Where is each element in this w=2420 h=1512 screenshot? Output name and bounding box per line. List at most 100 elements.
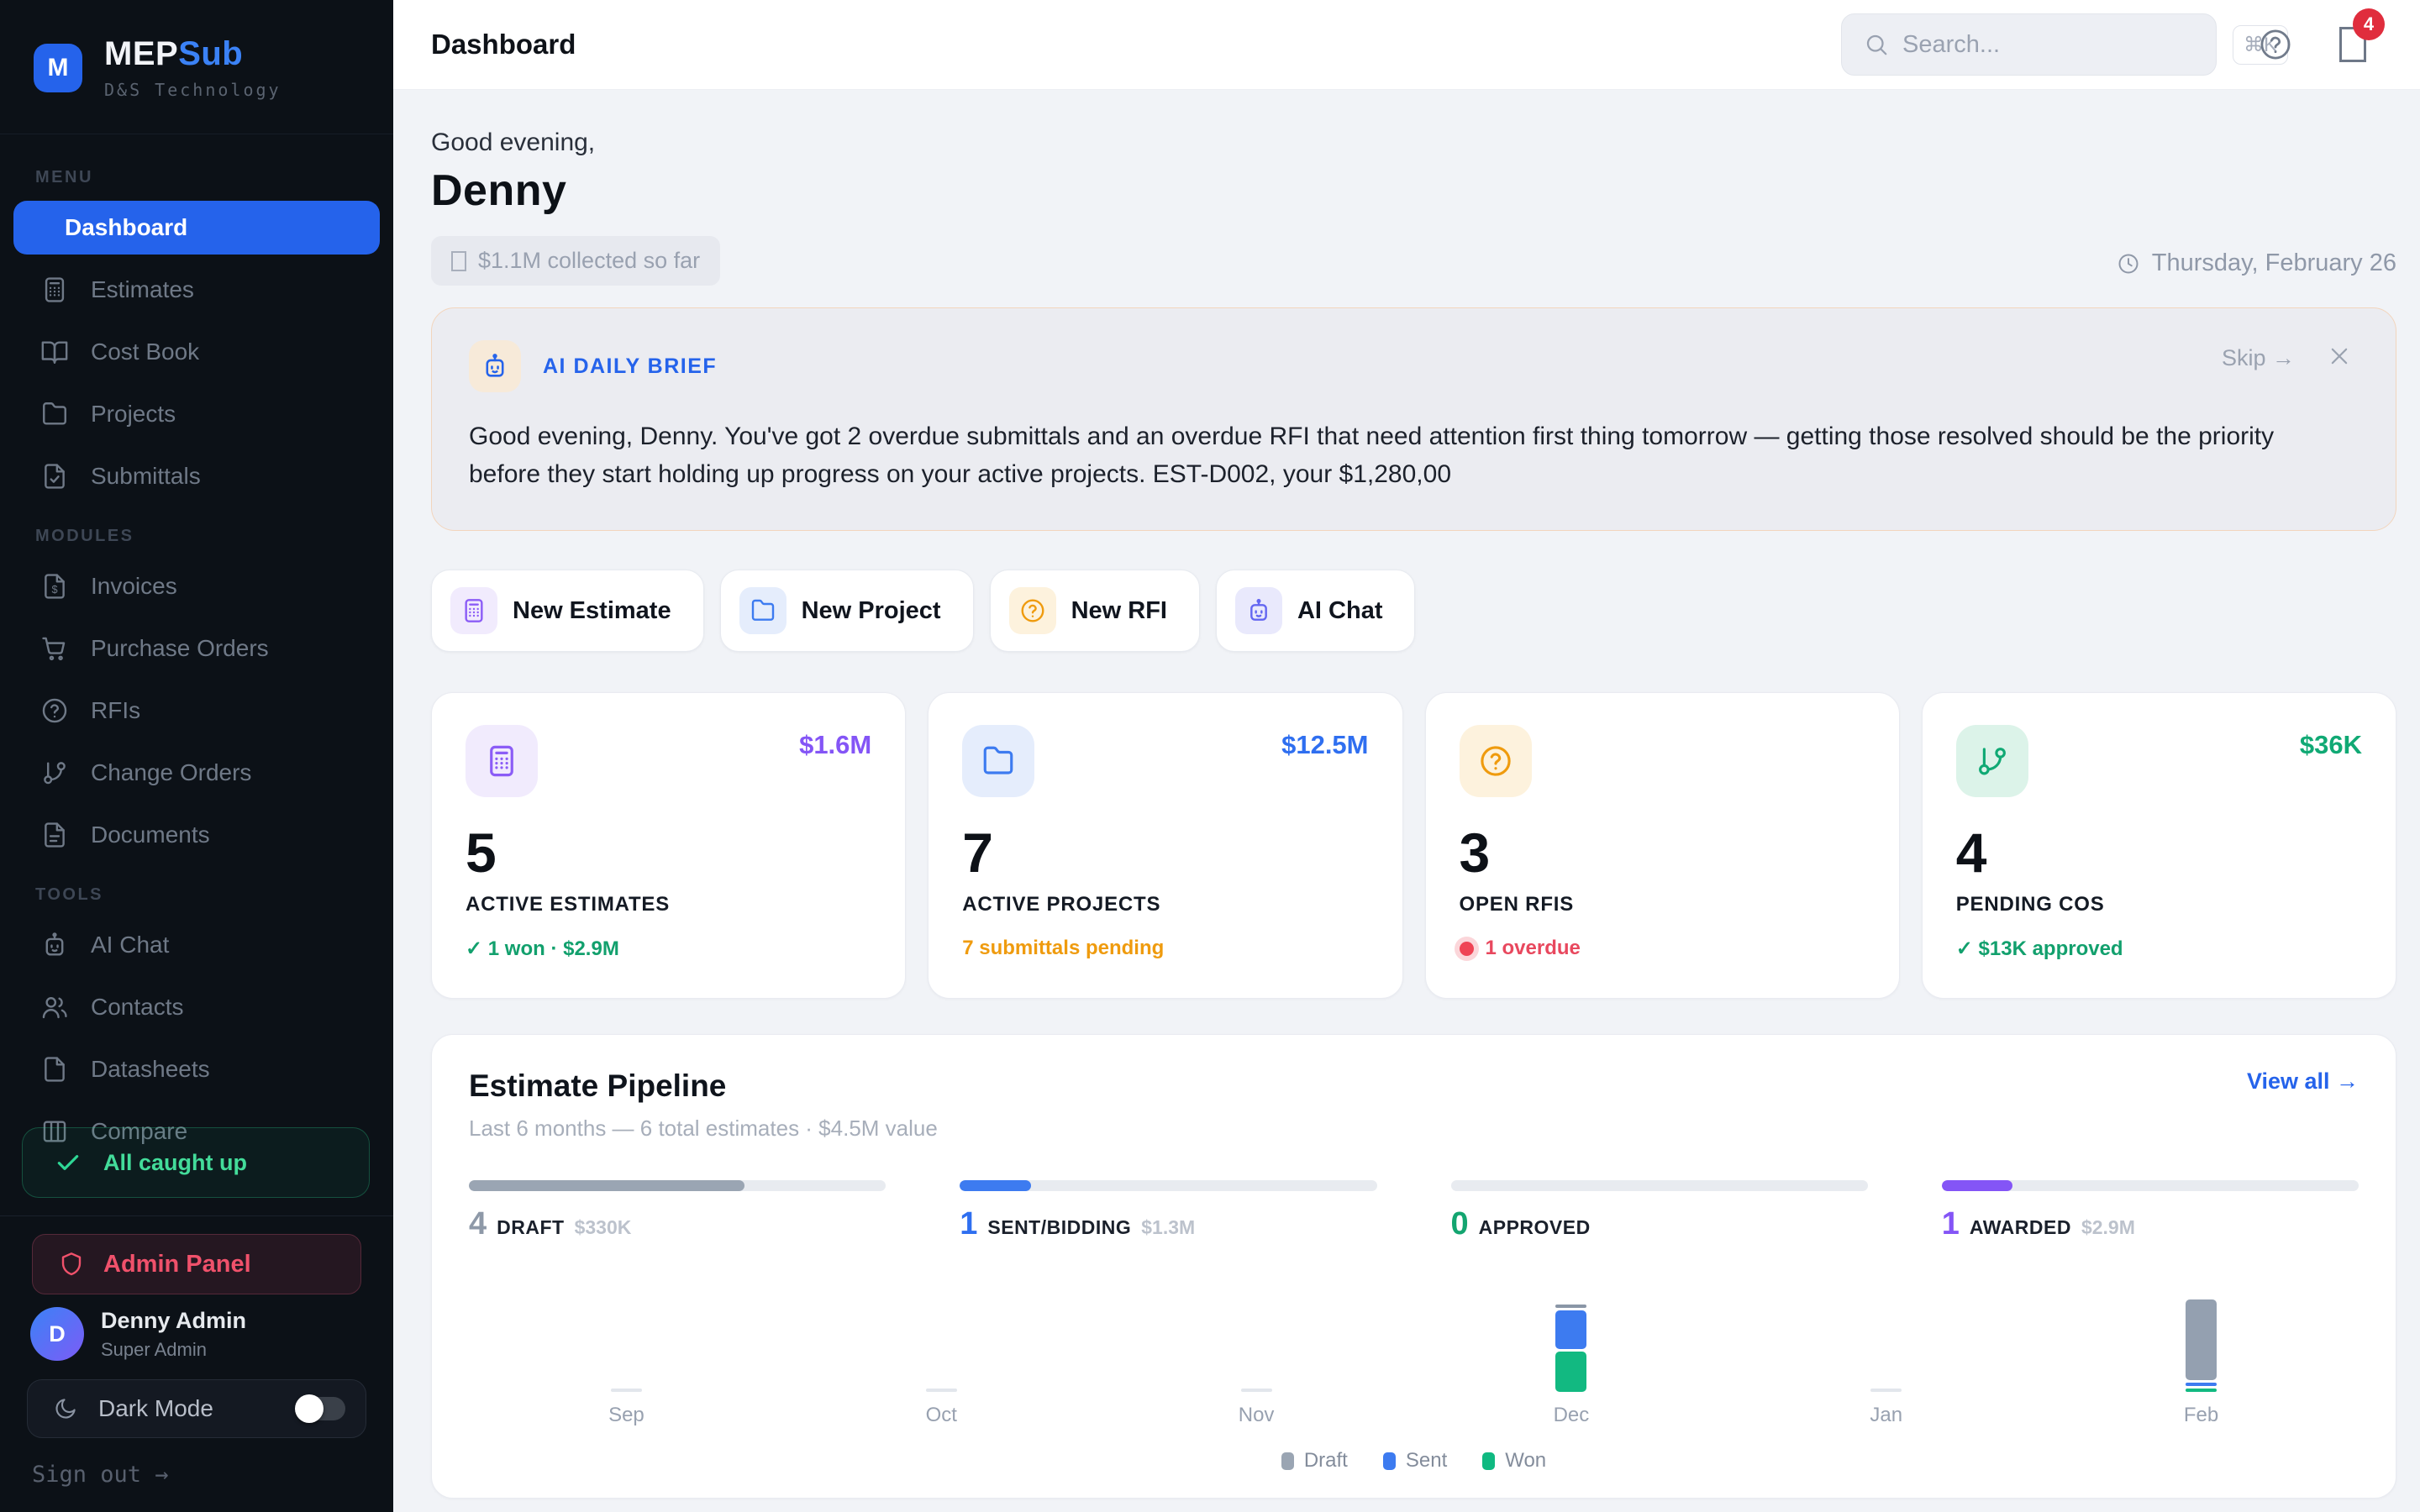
chart-column-feb: [2044, 1266, 2359, 1392]
stat-number: 3: [1459, 822, 1491, 884]
sidebar-item-estimates[interactable]: Estimates: [13, 263, 380, 317]
stat-card-active-projects[interactable]: $12.5M 7 ACTIVE PROJECTS 7 submittals pe…: [928, 692, 1403, 999]
chart-column-nov: [1099, 1266, 1414, 1392]
nav-section-menu: MENU: [35, 168, 93, 186]
sign-out-link[interactable]: Sign out →: [32, 1462, 169, 1488]
robot-icon: [486, 354, 504, 377]
sidebar-item-projects[interactable]: Projects: [13, 387, 380, 441]
notification-badge: 4: [2353, 8, 2385, 40]
legend-won: Won: [1482, 1449, 1546, 1473]
divider: [0, 1215, 393, 1216]
sidebar-item-submittals[interactable]: Submittals: [13, 449, 380, 503]
stat-value: $36K: [2299, 730, 2362, 759]
admin-panel-label: Admin Panel: [103, 1250, 251, 1278]
stat-cards: $1.6M 5 ACTIVE ESTIMATES ✓ 1 won · $2.9M…: [431, 692, 2396, 999]
stat-label: OPEN RFIS: [1459, 893, 1575, 916]
legend-sent: Sent: [1382, 1449, 1447, 1473]
admin-panel-button[interactable]: Admin Panel: [32, 1234, 361, 1294]
file-dollar-icon: $: [40, 572, 69, 601]
stat-subtext: 1 overdue: [1459, 937, 1865, 960]
legend-draft: Draft: [1281, 1449, 1348, 1473]
sidebar-item-datasheets[interactable]: Datasheets: [13, 1042, 380, 1096]
stat-label: PENDING COS: [1955, 893, 2105, 916]
help-circle-icon: [1459, 725, 1532, 797]
sidebar-item-cost-book[interactable]: Cost Book: [13, 325, 380, 379]
stage-bar: [960, 1180, 1031, 1191]
chart-column-oct: [784, 1266, 1099, 1392]
stage-bar: [469, 1180, 744, 1191]
stat-value: $1.6M: [799, 730, 872, 759]
brand-name: MEPSub: [104, 35, 244, 72]
chart-legend: Draft Sent Won: [469, 1449, 2359, 1473]
sidebar-item-compare[interactable]: Compare: [13, 1105, 380, 1158]
user-role: Super Admin: [101, 1338, 207, 1360]
dark-mode-toggle-row[interactable]: Dark Mode: [27, 1379, 366, 1438]
robot-icon: [40, 931, 69, 959]
all-caught-up-toast: All caught up: [22, 1127, 370, 1198]
brand-block: M MEPSub D&S Technology: [0, 0, 393, 100]
sidebar-item-documents[interactable]: Documents: [13, 808, 380, 862]
chart-column-sep: [469, 1266, 784, 1392]
brief-icon-tile: [469, 340, 521, 392]
user-name: Denny Admin: [101, 1307, 247, 1333]
brief-body: Good evening, Denny. You've got 2 overdu…: [469, 423, 2275, 488]
stage-awarded: 1 AWARDED $2.9M: [1941, 1180, 2359, 1242]
switch-knob: [295, 1394, 324, 1423]
sidebar-item-contacts[interactable]: Contacts: [13, 980, 380, 1034]
book-open-icon: [40, 338, 69, 366]
shopping-cart-icon: [40, 634, 69, 663]
brief-label: AI DAILY BRIEF: [543, 354, 718, 378]
sidebar-item-dashboard[interactable]: Dashboard: [13, 201, 380, 255]
sidebar-item-rfis[interactable]: RFIs: [13, 684, 380, 738]
stat-subtext: 7 submittals pending: [962, 937, 1165, 959]
check-icon: [57, 1155, 79, 1170]
shield-icon: [61, 1252, 82, 1276]
view-all-link[interactable]: View all →: [2246, 1068, 2359, 1094]
sidebar-item-ai-chat[interactable]: AI Chat: [13, 918, 380, 972]
stat-number: 4: [1955, 822, 1987, 884]
file-icon: [40, 1055, 69, 1084]
sidebar-item-purchase-orders[interactable]: Purchase Orders: [13, 622, 380, 675]
page-title: Dashboard: [431, 29, 576, 60]
quick-actions: New Estimate New Project New RFI AI Chat: [431, 570, 2396, 652]
search-box[interactable]: ⌘K: [1841, 13, 2289, 76]
columns-icon: [40, 1117, 69, 1146]
close-button[interactable]: [2327, 344, 2352, 369]
stat-card-pending-cos[interactable]: $36K 4 PENDING COS ✓ $13K approved: [1921, 692, 2396, 999]
help-circle-icon: [2260, 29, 2291, 60]
stat-label: ACTIVE ESTIMATES: [466, 893, 671, 916]
dark-mode-label: Dark Mode: [98, 1395, 213, 1421]
ai-chat-button[interactable]: AI Chat: [1215, 570, 1416, 652]
avatar: D: [30, 1307, 84, 1361]
stat-card-open-rfis[interactable]: 3 OPEN RFIS 1 overdue: [1424, 692, 1900, 999]
svg-text:$: $: [51, 583, 57, 596]
stage-sent-bidding: 1 SENT/BIDDING $1.3M: [960, 1180, 1377, 1242]
brand-subtitle: D&S Technology: [104, 80, 281, 100]
date-display: Thursday, February 26: [2117, 249, 2396, 286]
help-button[interactable]: [2257, 27, 2294, 62]
new-estimate-button[interactable]: New Estimate: [431, 570, 704, 652]
stat-subtext: ✓ 1 won · $2.9M: [466, 937, 619, 960]
skip-button[interactable]: Skip →: [2221, 345, 2295, 370]
nav-section-modules: MODULES: [35, 527, 134, 545]
search-input[interactable]: [1889, 30, 2233, 59]
dark-mode-switch[interactable]: [295, 1394, 345, 1423]
stat-card-active-estimates[interactable]: $1.6M 5 ACTIVE ESTIMATES ✓ 1 won · $2.9M: [431, 692, 907, 999]
notifications-button[interactable]: 4: [2334, 8, 2385, 62]
git-branch-icon: [40, 759, 69, 787]
sidebar: M MEPSub D&S Technology MENU Dashboard E…: [0, 0, 393, 1512]
users-icon: [40, 993, 69, 1021]
overdue-dot: [1459, 941, 1474, 956]
new-project-button[interactable]: New Project: [719, 570, 974, 652]
stat-subtext: ✓ $13K approved: [1955, 937, 2123, 960]
sidebar-item-invoices[interactable]: $ Invoices: [13, 559, 380, 613]
pipeline-stages: 4 DRAFT $330K 1 SENT/BIDDING $1.3M: [469, 1180, 2359, 1242]
nav-section-tools: TOOLS: [35, 885, 104, 904]
collected-chip: $1.1M collected so far: [431, 236, 721, 286]
new-rfi-button[interactable]: New RFI: [989, 570, 1200, 652]
sidebar-item-change-orders[interactable]: Change Orders: [13, 746, 380, 800]
greeting-row: Good evening, Denny $1.1M collected so f…: [431, 129, 2396, 286]
estimate-pipeline-card: Estimate Pipeline Last 6 months — 6 tota…: [431, 1034, 2396, 1499]
user-profile[interactable]: D Denny Admin Super Admin: [30, 1307, 246, 1361]
greeting-text: Good evening,: [431, 129, 596, 156]
